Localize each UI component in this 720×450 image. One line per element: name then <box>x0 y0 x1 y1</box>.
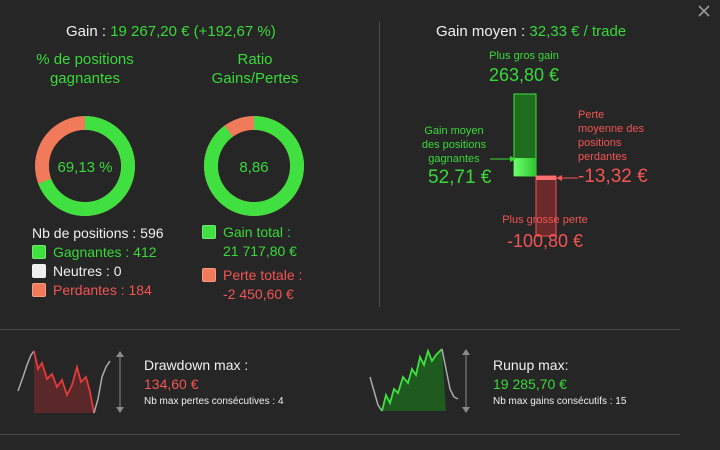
pct-winning-donut: 69,13 % <box>35 116 135 216</box>
gain-total-label: Gain total : <box>223 224 291 240</box>
avg-gain-header: Gain moyen : 32,33 € / trade <box>436 23 626 40</box>
runup-value: 19 285,70 € <box>493 376 567 392</box>
gain-label: Gain : <box>66 23 107 40</box>
arrow-left-icon <box>556 175 578 181</box>
avg-loss-label: Perte moyenne des positions perdantes <box>578 109 645 163</box>
white-square-icon <box>32 264 46 278</box>
pct-winning-value: 69,13 % <box>57 159 112 176</box>
donut-win-arc <box>35 116 135 216</box>
perte-totale-value: -2 450,60 € <box>223 286 294 302</box>
avg-gain-bar-graphic <box>513 93 557 237</box>
runup-title: Runup max: <box>493 357 569 373</box>
drawdown-chart-icon <box>17 350 124 414</box>
separator-top <box>0 329 680 330</box>
section-divider <box>379 22 380 307</box>
legend-gain-total: Gain total : <box>202 224 291 240</box>
ratio-title: Ratio Gains/Pertes <box>211 51 299 87</box>
drawdown-sub: Nb max pertes consécutives : 4 <box>144 396 284 407</box>
perte-totale-label: Perte totale : <box>223 267 303 283</box>
runup-chart-icon <box>369 348 470 413</box>
avg-gain-segment <box>514 158 536 176</box>
donut2-win-arc <box>204 116 304 216</box>
gain-header: Gain : 19 267,20 € (+192,67 %) <box>66 23 276 40</box>
nb-positions: Nb de positions : 596 <box>32 225 164 241</box>
pct-winning-title: % de positions gagnantes <box>36 51 134 87</box>
ratio-value: 8,86 <box>239 159 268 176</box>
red-square-icon <box>32 283 46 297</box>
green-square-icon <box>32 245 46 259</box>
avg-win-label: Gain moyen des positions gagnantes <box>421 125 487 165</box>
runup-sub: Nb max gains consécutifs : 15 <box>493 396 627 407</box>
max-loss-label: Plus grosse perte <box>502 214 588 226</box>
max-loss-bar <box>535 175 557 237</box>
neutres-text: Neutres : 0 <box>53 263 122 279</box>
gain-value: 19 267,20 € (+192,67 %) <box>110 23 276 40</box>
max-gain-label: Plus gros gain <box>489 50 559 62</box>
avg-gain-value: 32,33 € / trade <box>529 23 627 40</box>
gagnantes-text: Gagnantes : 412 <box>53 244 157 260</box>
avg-loss-value: -13,32 € <box>578 166 648 187</box>
gain-total-value: 21 717,80 € <box>223 243 297 259</box>
legend-gagnantes: Gagnantes : 412 <box>32 244 157 260</box>
drawdown-title: Drawdown max : <box>144 357 249 373</box>
avg-win-value: 52,71 € <box>428 167 492 188</box>
ratio-donut: 8,86 <box>204 116 304 216</box>
legend-neutres: Neutres : 0 <box>32 263 121 279</box>
red-square-icon <box>202 268 216 282</box>
close-icon[interactable] <box>698 5 710 17</box>
separator-bottom <box>0 434 680 435</box>
max-gain-value: 263,80 € <box>488 65 560 85</box>
avg-loss-segment <box>536 176 556 180</box>
legend-perte-totale: Perte totale : <box>202 267 302 283</box>
legend-perdantes: Perdantes : 184 <box>32 282 152 298</box>
perdantes-text: Perdantes : 184 <box>53 282 152 298</box>
green-square-icon <box>202 225 216 239</box>
avg-gain-label: Gain moyen : <box>436 23 526 40</box>
max-loss-value: -100,80 € <box>506 231 584 251</box>
arrow-right-icon <box>490 156 516 162</box>
drawdown-value: 134,60 € <box>144 376 199 392</box>
